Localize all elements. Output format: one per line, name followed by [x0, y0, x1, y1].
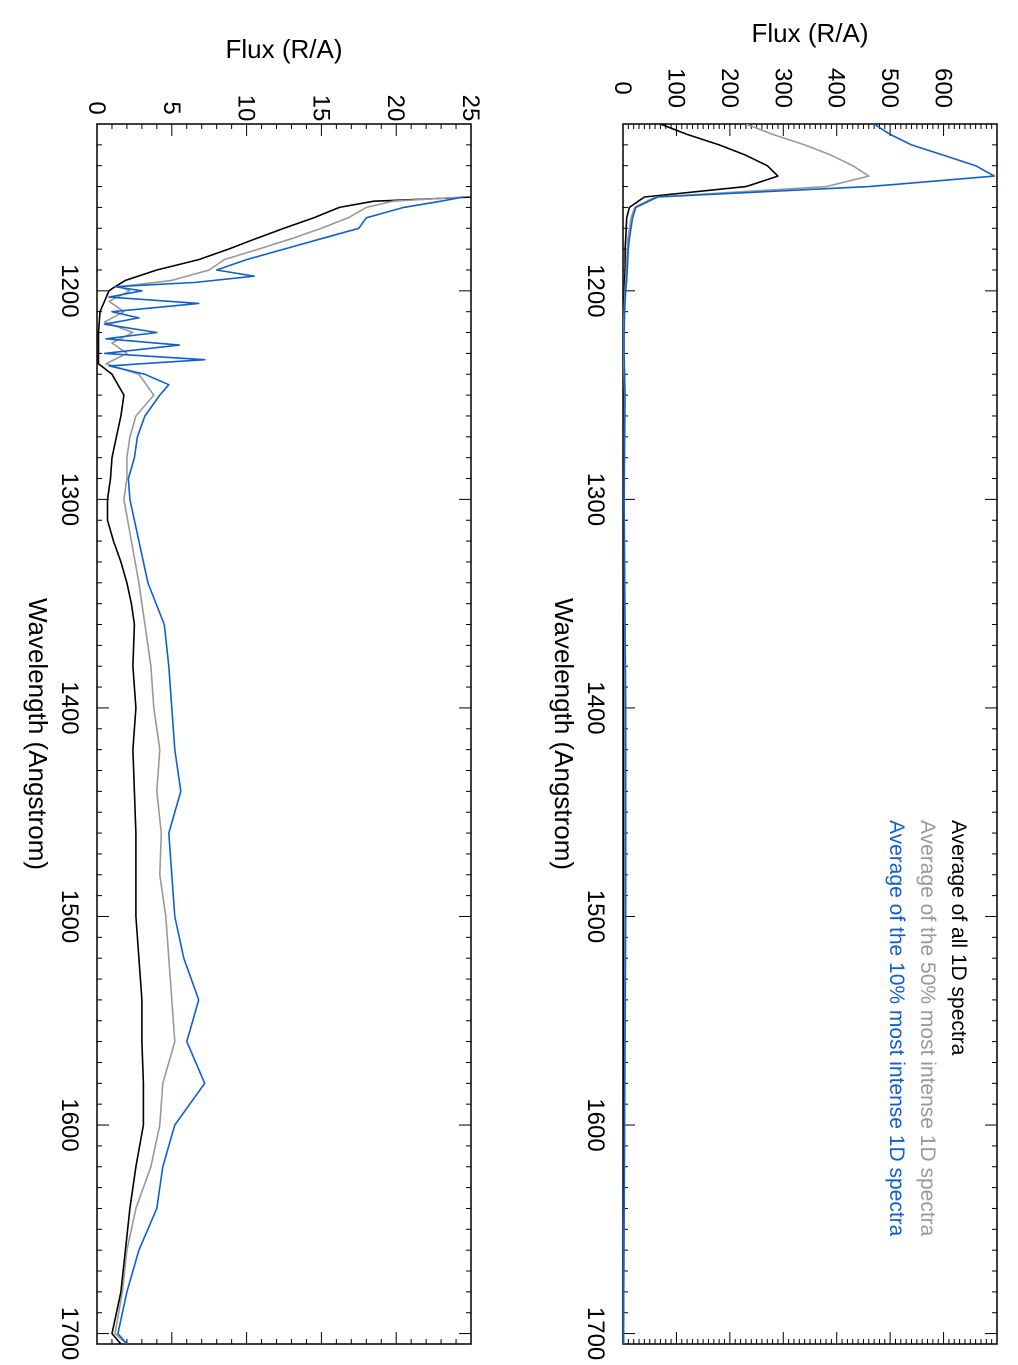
bottom-plot-frame [96, 123, 472, 1345]
y-tick-label: 15 [307, 95, 334, 122]
y-tick-label: 600 [930, 68, 957, 108]
x-tick-label: 1600 [56, 1098, 83, 1151]
y-tick-label: 400 [823, 68, 850, 108]
y-tick-label: 100 [662, 68, 689, 108]
bottom-series-lines [97, 196, 471, 1344]
top-x-tick-labels: 1200 1300 1400 1500 1600 1700 [582, 264, 609, 1360]
bottom-series-all-line [97, 196, 471, 1344]
top-tick-marks [622, 123, 998, 1344]
top-spectrum-chart: 1200 1300 1400 1500 1600 1700 0 100 200 300 400 50… [549, 18, 998, 1360]
y-tick-label: 500 [876, 68, 903, 108]
x-tick-label: 1400 [582, 681, 609, 734]
x-tick-label: 1200 [582, 264, 609, 317]
y-tick-label: 5 [158, 101, 185, 114]
top-x-axis-label: Wavelength (Angstrom) [549, 598, 579, 870]
top-plot-frame [622, 123, 998, 1345]
legend-entry-10pct: Average of the 10% most intense 1D spect… [885, 820, 908, 1237]
top-y-tick-labels: 0 100 200 300 400 500 600 [609, 68, 957, 108]
legend-entry-50pct: Average of the 50% most intense 1D spect… [916, 820, 939, 1237]
y-tick-label: 25 [457, 95, 484, 122]
x-tick-label: 1700 [56, 1307, 83, 1360]
x-tick-label: 1700 [582, 1307, 609, 1360]
x-tick-label: 1400 [56, 681, 83, 734]
y-tick-label: 0 [609, 81, 636, 94]
bottom-spectrum-chart: 1200 1300 1400 1500 1600 1700 0 5 10 15 20 25 Flux… [23, 34, 484, 1360]
bottom-x-tick-labels: 1200 1300 1400 1500 1600 1700 [56, 264, 83, 1360]
y-tick-label: 300 [769, 68, 796, 108]
y-tick-label: 200 [716, 68, 743, 108]
legend: Average of all 1D spectra Average of the… [885, 820, 970, 1237]
x-tick-label: 1200 [56, 264, 83, 317]
top-series-10pct-line [623, 124, 996, 1344]
y-tick-label: 0 [83, 101, 110, 114]
top-series-all-line [623, 124, 779, 1344]
y-tick-label: 20 [382, 95, 409, 122]
legend-entry-all: Average of all 1D spectra [947, 820, 970, 1056]
x-tick-label: 1300 [582, 473, 609, 526]
top-series-lines [623, 124, 996, 1344]
bottom-series-50pct-line [103, 196, 464, 1344]
bottom-y-axis-label: Flux (R/A) [226, 34, 343, 64]
x-tick-label: 1500 [582, 890, 609, 943]
bottom-y-tick-labels: 0 5 10 15 20 25 [83, 95, 484, 122]
x-tick-label: 1600 [582, 1098, 609, 1151]
top-series-50pct-line [623, 124, 870, 1344]
x-tick-label: 1500 [56, 890, 83, 943]
bottom-series-10pct-line [103, 196, 464, 1344]
bottom-tick-marks [96, 123, 472, 1344]
top-y-axis-label: Flux (R/A) [752, 18, 869, 48]
y-tick-label: 10 [233, 95, 260, 122]
x-tick-label: 1300 [56, 473, 83, 526]
bottom-x-axis-label: Wavelength (Angstrom) [23, 598, 53, 870]
